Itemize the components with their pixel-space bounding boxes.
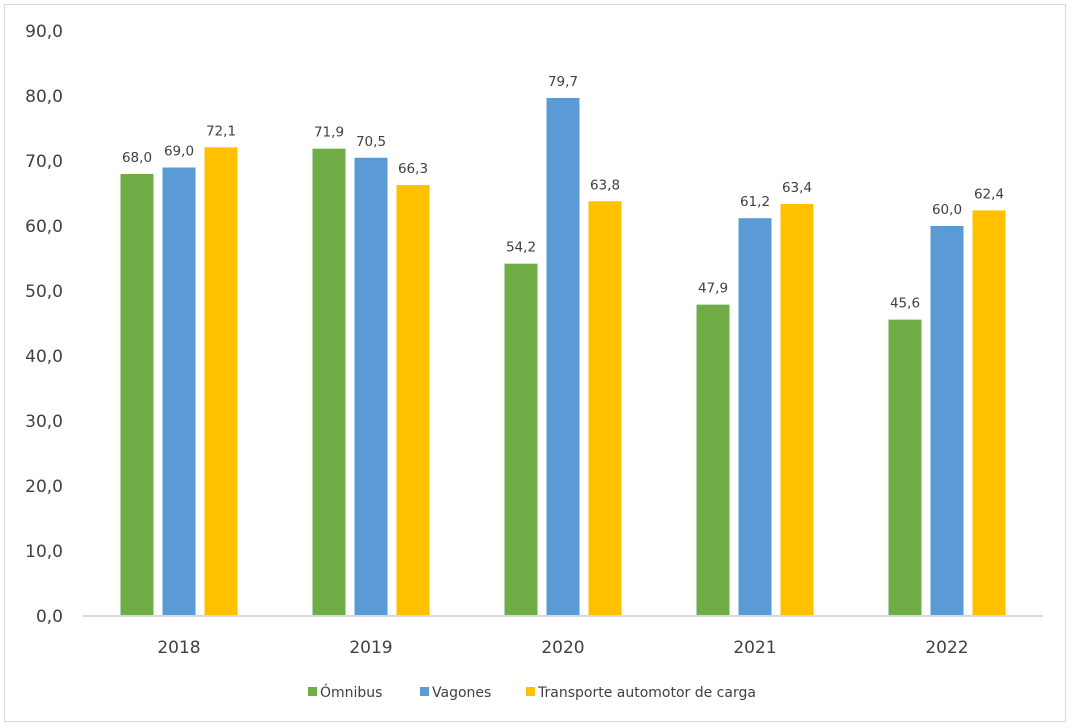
data-label: 79,7 bbox=[548, 74, 578, 90]
bar-ómnibus-2019 bbox=[312, 148, 346, 616]
y-tick-label: 60,0 bbox=[25, 217, 63, 237]
x-tick-label: 2019 bbox=[349, 638, 392, 658]
bars bbox=[120, 97, 1006, 617]
data-label: 66,3 bbox=[398, 161, 428, 177]
data-label: 47,9 bbox=[698, 281, 728, 297]
y-tick-label: 20,0 bbox=[25, 477, 63, 497]
data-label: 45,6 bbox=[890, 296, 920, 312]
y-tick-label: 40,0 bbox=[25, 347, 63, 367]
y-axis: 0,0 10,0 20,0 30,0 40,0 50,0 60,0 70,0 80,0 90,0 bbox=[25, 22, 63, 627]
y-tick-label: 70,0 bbox=[25, 152, 63, 172]
data-label: 69,0 bbox=[164, 144, 194, 160]
bar-ómnibus-2021 bbox=[696, 304, 730, 616]
bar-ómnibus-2020 bbox=[504, 263, 538, 616]
bar-vagones-2019 bbox=[354, 157, 388, 616]
y-tick-label: 90,0 bbox=[25, 22, 63, 42]
x-tick-label: 2018 bbox=[157, 638, 200, 658]
bar-vagones-2022 bbox=[930, 226, 964, 616]
x-axis: 2018 2019 2020 2021 2022 bbox=[157, 638, 968, 658]
bar-transporte-2022 bbox=[972, 210, 1006, 616]
y-tick-label: 10,0 bbox=[25, 542, 63, 562]
legend-label: Transporte automotor de carga bbox=[537, 685, 756, 701]
legend-swatch bbox=[420, 687, 429, 696]
data-labels: 68,0 69,0 72,1 71,9 70,5 66,3 54,2 79,7 63,8 47,9… bbox=[122, 74, 1004, 312]
bar-transporte-2018 bbox=[204, 147, 238, 616]
chart-frame bbox=[4, 4, 1066, 722]
data-label: 62,4 bbox=[974, 186, 1004, 202]
bar-ómnibus-2018 bbox=[120, 174, 154, 616]
bar-vagones-2021 bbox=[738, 218, 772, 616]
legend-swatch bbox=[308, 687, 317, 696]
y-tick-label: 30,0 bbox=[25, 412, 63, 432]
legend: Ómnibus Vagones Transporte automotor de ca… bbox=[308, 683, 756, 701]
bar-ómnibus-2022 bbox=[888, 319, 922, 616]
bar-vagones-2018 bbox=[162, 167, 196, 616]
data-label: 63,4 bbox=[782, 180, 812, 196]
legend-item: Vagones bbox=[420, 685, 491, 701]
data-label: 60,0 bbox=[932, 202, 962, 218]
bar-vagones-2020 bbox=[546, 97, 580, 616]
y-tick-label: 0,0 bbox=[36, 607, 63, 627]
legend-label: Ómnibus bbox=[320, 683, 382, 701]
legend-label: Vagones bbox=[432, 685, 491, 701]
y-tick-label: 50,0 bbox=[25, 282, 63, 302]
bar-transporte-2019 bbox=[396, 185, 430, 617]
x-tick-label: 2020 bbox=[541, 638, 584, 658]
data-label: 54,2 bbox=[506, 240, 536, 256]
data-label: 72,1 bbox=[206, 123, 236, 139]
data-label: 63,8 bbox=[590, 177, 620, 193]
data-label: 71,9 bbox=[314, 125, 344, 141]
y-tick-label: 80,0 bbox=[25, 87, 63, 107]
data-label: 70,5 bbox=[356, 134, 386, 150]
data-label: 61,2 bbox=[740, 194, 770, 210]
bar-transporte-2020 bbox=[588, 201, 622, 617]
legend-item: Ómnibus bbox=[308, 683, 382, 701]
x-tick-label: 2021 bbox=[733, 638, 776, 658]
bar-transporte-2021 bbox=[780, 203, 814, 616]
x-tick-label: 2022 bbox=[925, 638, 968, 658]
legend-item: Transporte automotor de carga bbox=[526, 685, 756, 701]
data-label: 68,0 bbox=[122, 150, 152, 166]
legend-swatch bbox=[526, 687, 535, 696]
